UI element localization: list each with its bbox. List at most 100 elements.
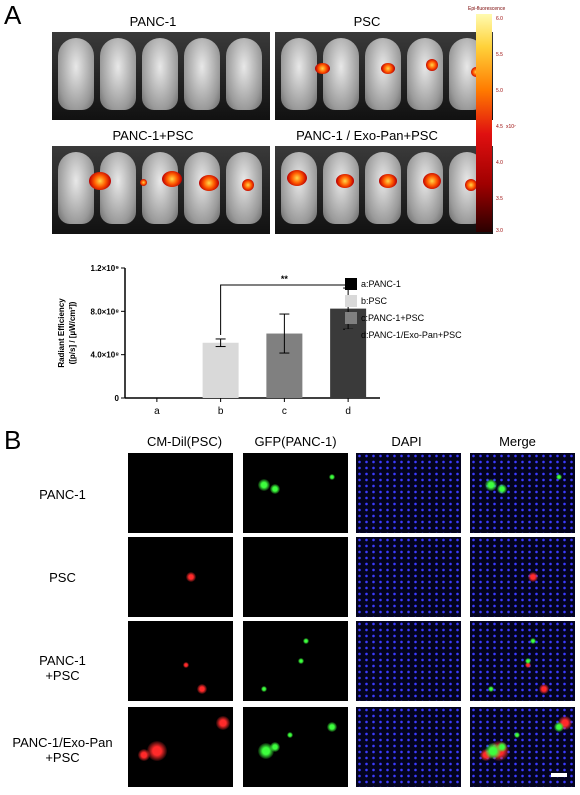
fluorescence-signal [335, 174, 354, 189]
y-tick-label: 8.0×10⁸ [91, 307, 120, 316]
row-label-line: PANC-1/Exo-Pan [12, 735, 113, 750]
cell-signal [186, 572, 196, 582]
cell-signal [528, 572, 538, 582]
image-title-panc1: PANC-1 [129, 14, 177, 29]
column-header-dapi: DAPI [391, 434, 422, 449]
cell-signal [485, 479, 497, 491]
panel-a-letter: A [4, 0, 22, 30]
fluorescence-signal [198, 174, 219, 191]
legend-swatch [345, 295, 357, 307]
colorbar-tick: 5.0 [496, 88, 503, 94]
y-tick-label: 4.0×10⁸ [91, 351, 120, 360]
row-label-line: PANC-1 [39, 653, 86, 668]
cell-signal [258, 479, 270, 491]
cell-signal [524, 658, 531, 664]
colorbar-tick: 4.0 [496, 160, 503, 166]
mouse-silhouette [100, 38, 136, 110]
legend-item-a: a:PANC-1 [345, 278, 401, 290]
cell-signal [196, 684, 207, 694]
micrograph-tile [356, 707, 461, 787]
bar-b [202, 342, 239, 398]
mouse-silhouette [142, 38, 178, 110]
mouse-silhouette [58, 152, 94, 224]
colorbar-tick: 6.0 [496, 16, 503, 22]
colorbar-title: Epi-fluorescence [468, 6, 506, 12]
cell-signal [556, 474, 563, 480]
row-label-panc1-exopan-psc: PANC-1/Exo-Pan +PSC [0, 735, 125, 765]
row-label-line: PSC [49, 570, 76, 585]
mouse-silhouette [281, 38, 317, 110]
micrograph-tile [243, 453, 348, 533]
colorbar [476, 14, 492, 232]
mouse-silhouette [58, 38, 94, 110]
image-title-psc: PSC [353, 14, 381, 29]
micrograph-tile [128, 453, 233, 533]
mouse-silhouette [226, 38, 262, 110]
mice-image-panc1-psc [52, 146, 270, 234]
cell-signal [182, 662, 189, 668]
micrograph-tile [470, 621, 575, 701]
fluorescence-signal [161, 171, 182, 188]
legend-swatch [345, 329, 357, 341]
mouse-silhouette [142, 152, 178, 224]
mouse-silhouette [323, 38, 359, 110]
colorbar-tick: 4.5 [496, 124, 503, 130]
fluorescence-signal [88, 172, 111, 191]
fluorescence-signal [381, 63, 396, 75]
cell-signal [496, 742, 507, 752]
column-header-cm-dil: CM-Dil(PSC) [146, 434, 223, 449]
mice-image-panc1-exopan-psc [275, 146, 493, 234]
cell-signal [496, 484, 507, 494]
legend-swatch [345, 312, 357, 324]
legend-label: c:PANC-1+PSC [361, 313, 425, 323]
cell-signal [303, 638, 309, 644]
micrograph-tile [470, 453, 575, 533]
image-title-panc1-exopan-psc: PANC-1 / Exo-Pan+PSC [296, 128, 438, 143]
row-label-line: +PSC [45, 668, 80, 683]
mouse-silhouette [365, 152, 401, 224]
row-label-panc1: PANC-1 [0, 487, 125, 502]
legend-label: b:PSC [361, 296, 388, 306]
cell-signal [488, 686, 494, 692]
micrograph-tile [356, 537, 461, 617]
colorbar-tick: 3.5 [496, 196, 503, 202]
cell-signal [329, 474, 336, 480]
fluorescence-signal [379, 174, 398, 189]
column-header-gfp: GFP(PANC-1) [254, 434, 337, 449]
y-tick-label: 0 [115, 394, 120, 403]
legend-item-b: b:PSC [345, 295, 387, 307]
colorbar-unit: x10⁷ [506, 124, 516, 130]
panel-b-letter: B [4, 425, 22, 455]
legend-label: d:PANC-1/Exo-Pan+PSC [361, 330, 462, 340]
cell-signal [530, 638, 536, 644]
micrograph-tile [128, 707, 233, 787]
fluorescence-signal [140, 179, 148, 187]
y-axis-label: Radiant Efficiency [57, 298, 66, 368]
cell-signal [538, 684, 549, 694]
colorbar-tick: 5.5 [496, 52, 503, 58]
scale-bar [551, 773, 567, 777]
mouse-silhouette [407, 38, 443, 110]
micrograph-tile [356, 453, 461, 533]
micrograph-tile [470, 537, 575, 617]
cell-signal [147, 741, 168, 761]
y-axis-label: ([p/s] / [µW/cm²]) [68, 301, 77, 364]
cell-signal [524, 662, 531, 668]
micrograph-tile [243, 537, 348, 617]
radiant-efficiency-chart: 0 4.0×10⁸ 8.0×10⁸ 1.2×10⁹ Radiant Efficiency… [57, 264, 380, 417]
image-title-panc1-psc: PANC-1+PSC [112, 128, 194, 143]
legend-swatch [345, 278, 357, 290]
mice-image-panc1 [52, 32, 270, 120]
fluorescence-signal [286, 169, 307, 186]
y-tick-label: 1.2×10⁹ [91, 264, 120, 273]
row-label-psc: PSC [0, 570, 125, 585]
legend-label: a:PANC-1 [361, 279, 401, 289]
fluorescence-signal [242, 178, 255, 191]
row-label-line: PANC-1 [39, 487, 86, 502]
micrograph-tile [356, 621, 461, 701]
fluorescence-signal [465, 178, 478, 191]
mice-image-psc [275, 32, 493, 120]
cell-signal [215, 716, 230, 730]
cell-signal [327, 722, 338, 732]
mouse-silhouette [407, 152, 443, 224]
